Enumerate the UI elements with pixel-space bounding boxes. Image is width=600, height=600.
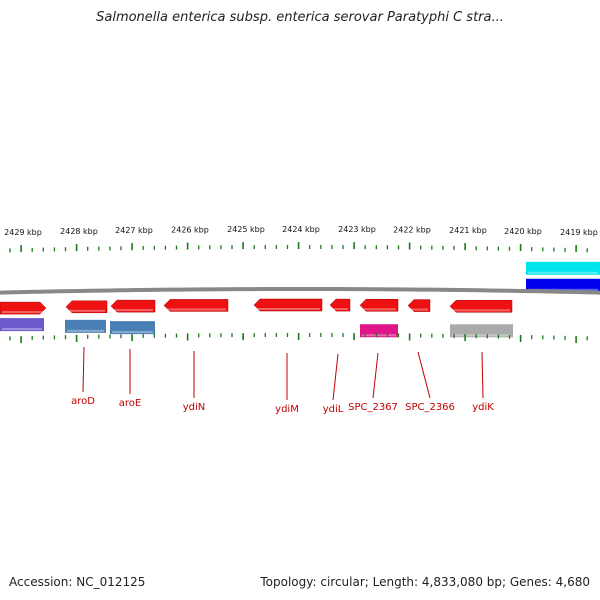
gene-arrow-2-shade — [113, 309, 153, 312]
gene-arrow-2 — [110, 299, 156, 313]
gene-arrow-5-shade — [332, 308, 348, 311]
backbone-circle — [0, 287, 600, 295]
gene-arrow-0-shade — [2, 311, 44, 314]
scale-label: 2421 kbp — [449, 226, 487, 235]
feature-gray — [450, 324, 513, 338]
gene-arrow-7-shade — [410, 308, 428, 311]
scale-label: 2422 kbp — [393, 226, 431, 235]
leader-line — [417, 351, 431, 399]
genome-summary-text: Topology: circular; Length: 4,833,080 bp… — [260, 575, 590, 589]
gene-label: SPC_2367 — [348, 402, 398, 413]
scale-label: 2419 kbp — [560, 228, 598, 237]
gene-arrow-4 — [253, 298, 323, 312]
leader-line — [82, 346, 85, 393]
top-ticks — [9, 242, 588, 253]
accession-text: Accession: NC_012125 — [9, 575, 146, 589]
feature-gray-shade — [452, 334, 511, 337]
leader-line — [332, 353, 339, 401]
feature-cyan — [526, 261, 600, 275]
gene-arrow-0 — [0, 301, 47, 315]
gene-arrow-7 — [407, 299, 431, 312]
gene-arrow-3-shade — [166, 308, 226, 311]
gene-arrow-8-shade — [452, 309, 510, 312]
feature-blue — [526, 278, 600, 292]
map-title: Salmonella enterica subsp. enterica sero… — [96, 10, 504, 25]
gene-label: ydiN — [183, 402, 206, 413]
scale-labels: 2429 kbp 2428 kbp 2427 kbp 2426 kbp 2425 kbp… — [4, 225, 598, 237]
leader-line — [372, 352, 379, 399]
feature-steelblue-2-shade — [112, 331, 153, 334]
scale-label: 2424 kbp — [282, 225, 320, 234]
feature-steelblue-1-shade — [67, 329, 104, 332]
bottom-ticks — [9, 333, 588, 344]
leader-line — [481, 351, 484, 399]
feature-slateblue-shade — [2, 328, 42, 331]
scale-label: 2427 kbp — [115, 226, 153, 235]
scale-label: 2429 kbp — [4, 228, 42, 237]
gene-label: ydiK — [472, 402, 494, 413]
scale-label: 2426 kbp — [171, 225, 209, 234]
gene-label: ydiL — [323, 404, 344, 415]
feature-cyan-shade — [528, 271, 598, 274]
feature-steelblue-2 — [110, 321, 155, 335]
gene-label: ydiM — [275, 404, 299, 415]
gene-arrow-6-shade — [362, 308, 396, 311]
gene-arrow-5 — [329, 298, 351, 312]
scale-label: 2428 kbp — [60, 227, 98, 236]
feature-tracks — [0, 261, 600, 338]
gene-label: aroD — [71, 396, 95, 407]
gene-label: SPC_2366 — [405, 402, 455, 413]
scale-label: 2420 kbp — [504, 227, 542, 236]
gene-arrow-4-shade — [256, 308, 320, 311]
feature-slateblue — [0, 318, 44, 332]
gene-labels: aroD aroE ydiN ydiM ydiL SPC_2367 SPC_2366 ydiK — [71, 346, 494, 415]
feature-magenta-shade — [362, 334, 396, 337]
backbone — [0, 287, 600, 295]
gene-label: aroE — [119, 398, 141, 409]
gene-arrow-3 — [163, 299, 229, 312]
gene-arrow-1-shade — [68, 309, 105, 312]
gene-arrow-8 — [449, 300, 513, 313]
feature-magenta — [360, 324, 398, 338]
scale-label: 2423 kbp — [338, 225, 376, 234]
gene-arrow-6 — [359, 298, 399, 312]
feature-steelblue-1 — [65, 319, 106, 333]
gene-arrow-1 — [65, 300, 108, 314]
scale-label: 2425 kbp — [227, 225, 265, 234]
